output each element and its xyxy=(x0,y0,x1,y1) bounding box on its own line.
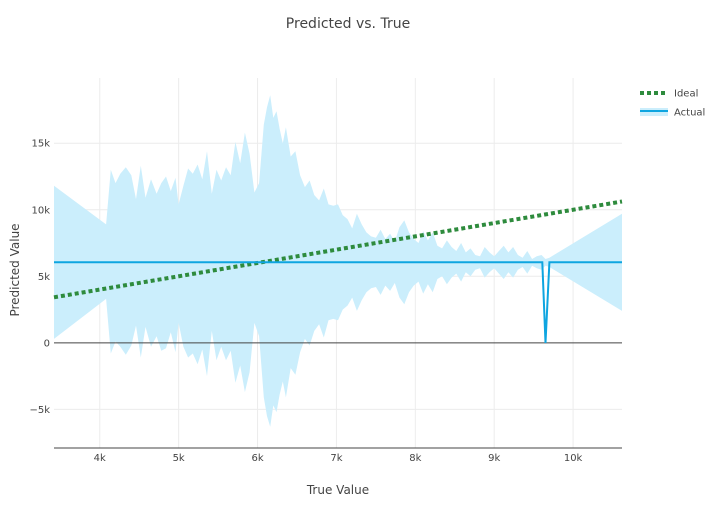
tick-labels: 4k 5k 6k 7k 8k 9k 10k −5k 0 5k 10k 15k xyxy=(29,139,582,464)
confidence-band xyxy=(54,95,622,427)
x-tick-label: 7k xyxy=(330,453,342,464)
chart-title: Predicted vs. True xyxy=(286,16,410,32)
y-tick-label: 0 xyxy=(44,338,50,349)
x-tick-label: 6k xyxy=(251,453,263,464)
legend-ideal-label[interactable]: Ideal xyxy=(674,89,698,100)
x-axis-title: True Value xyxy=(306,483,369,497)
legend[interactable]: Ideal Actual xyxy=(640,89,705,119)
x-tick-label: 5k xyxy=(173,453,185,464)
ideal-series-line xyxy=(53,199,623,300)
x-tick-label: 4k xyxy=(94,453,106,464)
series-lines xyxy=(53,199,623,343)
actual-band-area xyxy=(54,95,622,427)
y-tick-label: −5k xyxy=(29,405,50,416)
y-tick-label: 5k xyxy=(38,272,50,283)
x-tick-label: 9k xyxy=(488,453,500,464)
x-tick-label: 10k xyxy=(564,453,583,464)
y-axis-title: Predicted Value xyxy=(8,223,22,316)
actual-series-line xyxy=(54,261,622,343)
legend-actual-label[interactable]: Actual xyxy=(674,108,705,119)
x-tick-label: 8k xyxy=(409,453,421,464)
y-tick-label: 10k xyxy=(31,205,50,216)
y-tick-label: 15k xyxy=(31,139,50,150)
